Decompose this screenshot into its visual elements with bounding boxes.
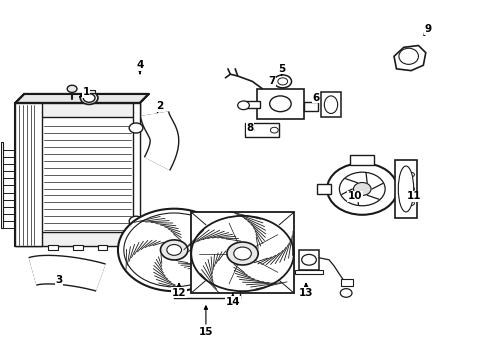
Text: 5: 5 [278, 64, 285, 75]
Bar [299, 250, 319, 270]
Circle shape [124, 213, 224, 287]
Bar [98, 244, 107, 250]
Circle shape [340, 289, 352, 297]
Text: 11: 11 [406, 191, 421, 201]
Bar [0, 142, 3, 228]
Bar [48, 244, 58, 250]
Text: 9: 9 [424, 24, 432, 36]
Text: 15: 15 [198, 306, 213, 337]
Bar [191, 212, 294, 293]
Polygon shape [394, 45, 426, 71]
Circle shape [302, 255, 317, 265]
Text: 3: 3 [56, 275, 63, 285]
Circle shape [270, 96, 291, 112]
Bar [257, 89, 304, 119]
Bar [15, 103, 42, 246]
Bar [318, 184, 331, 194]
Circle shape [340, 172, 385, 206]
Circle shape [327, 163, 397, 215]
Bar [341, 279, 353, 286]
Circle shape [118, 209, 230, 291]
Circle shape [353, 183, 371, 195]
Text: 4: 4 [136, 60, 144, 74]
Ellipse shape [399, 48, 418, 64]
Circle shape [129, 123, 143, 133]
Ellipse shape [398, 166, 414, 212]
Circle shape [67, 85, 77, 93]
Circle shape [270, 127, 278, 133]
Polygon shape [15, 94, 149, 103]
Circle shape [274, 75, 292, 88]
Text: 6: 6 [312, 93, 319, 103]
Bar [350, 155, 374, 165]
Bar [304, 103, 318, 111]
Bar [133, 103, 140, 246]
Text: 1: 1 [79, 87, 90, 97]
Bar [15, 103, 140, 117]
Text: 12: 12 [172, 283, 186, 298]
Circle shape [238, 101, 249, 110]
Circle shape [129, 216, 143, 226]
Text: 2: 2 [156, 102, 163, 113]
Circle shape [409, 201, 415, 206]
Text: 14: 14 [225, 293, 240, 307]
Circle shape [167, 244, 181, 255]
Bar [243, 101, 260, 108]
Circle shape [234, 247, 251, 260]
Circle shape [160, 240, 188, 260]
Circle shape [191, 216, 294, 291]
Bar [15, 232, 140, 246]
Text: 8: 8 [246, 123, 253, 133]
Bar [295, 270, 323, 274]
Circle shape [409, 187, 415, 191]
Bar [321, 92, 341, 117]
Circle shape [409, 172, 415, 177]
Ellipse shape [324, 96, 338, 113]
Bar [83, 90, 95, 93]
Circle shape [278, 78, 288, 85]
Circle shape [80, 91, 98, 104]
Text: 10: 10 [348, 191, 362, 201]
Bar [395, 160, 417, 218]
Text: 13: 13 [299, 283, 313, 298]
Bar [15, 103, 140, 246]
Circle shape [246, 127, 254, 133]
Bar [73, 244, 82, 250]
Bar [245, 123, 279, 137]
Text: 7: 7 [268, 76, 275, 86]
Circle shape [227, 242, 258, 265]
Circle shape [83, 94, 95, 102]
